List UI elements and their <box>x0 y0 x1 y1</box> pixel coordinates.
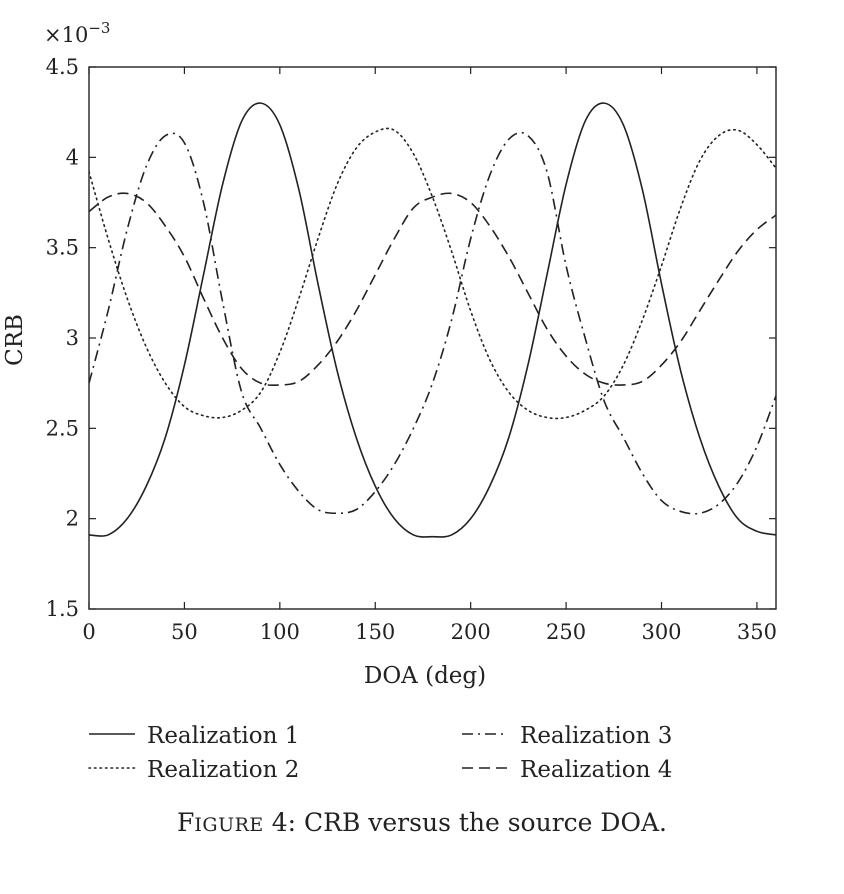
y-tick-label: 3.5 <box>46 236 79 260</box>
series-line-2 <box>89 127 776 420</box>
crb-chart: 0 50 100 150 200 250 300 350 1.5 2 2.5 3 3.5 4 4.5 ×10… <box>2 19 777 783</box>
x-tick-label: 100 <box>260 620 300 644</box>
y-tick-label: 2.5 <box>46 416 79 440</box>
series-line-3 <box>89 131 776 515</box>
plot-area <box>89 102 776 538</box>
legend-label-2: Realization 2 <box>147 757 299 783</box>
legend-label-3: Realization 3 <box>520 723 672 749</box>
y-tick-label: 4.5 <box>46 55 79 79</box>
series-line-4 <box>89 192 776 387</box>
x-tick-label: 250 <box>546 620 586 644</box>
x-tick-label: 150 <box>355 620 395 644</box>
y-tick-label: 2 <box>66 507 79 531</box>
legend-label-1: Realization 1 <box>147 723 299 749</box>
x-tick-label: 50 <box>171 620 198 644</box>
y-tick-label: 3 <box>66 326 79 350</box>
x-tick-label: 300 <box>641 620 681 644</box>
x-tick-label: 200 <box>451 620 491 644</box>
y-multiplier-label: ×10−3 <box>44 19 110 47</box>
figure-caption: FIGURE 4: CRB versus the source DOA. <box>177 808 667 837</box>
x-tick-label: 0 <box>82 620 95 644</box>
legend: Realization 1 Realization 2 Realization 3 R… <box>88 723 672 783</box>
series-line-1 <box>89 102 776 538</box>
y-axis-label: CRB <box>2 314 28 366</box>
axes: 0 50 100 150 200 250 300 350 1.5 2 2.5 3 3.5 4 4.5 <box>46 55 777 644</box>
y-tick-label: 4 <box>66 145 79 169</box>
x-axis-label: DOA (deg) <box>364 663 486 689</box>
legend-label-4: Realization 4 <box>520 757 672 783</box>
x-tick-label: 350 <box>737 620 777 644</box>
y-tick-label: 1.5 <box>46 597 79 621</box>
